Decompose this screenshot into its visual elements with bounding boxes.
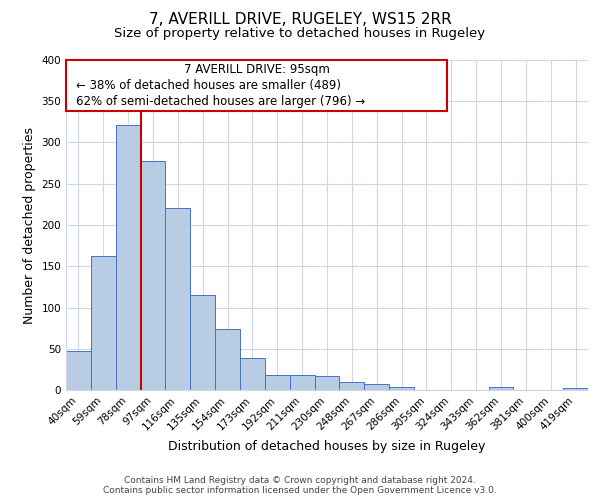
- Bar: [190, 295, 215, 390]
- Bar: [91, 256, 116, 390]
- Y-axis label: Number of detached properties: Number of detached properties: [23, 126, 36, 324]
- FancyBboxPatch shape: [66, 60, 447, 111]
- Bar: [389, 386, 414, 390]
- Text: ← 38% of detached houses are smaller (489): ← 38% of detached houses are smaller (48…: [76, 79, 341, 92]
- Bar: [140, 160, 166, 390]
- Text: 7, AVERILL DRIVE, RUGELEY, WS15 2RR: 7, AVERILL DRIVE, RUGELEY, WS15 2RR: [149, 12, 451, 28]
- Bar: [563, 388, 588, 390]
- Bar: [488, 386, 514, 390]
- Bar: [166, 208, 190, 390]
- Bar: [314, 376, 340, 390]
- Bar: [265, 375, 290, 390]
- Bar: [66, 351, 91, 390]
- Bar: [364, 384, 389, 390]
- Text: Size of property relative to detached houses in Rugeley: Size of property relative to detached ho…: [115, 28, 485, 40]
- Bar: [116, 125, 140, 390]
- Text: 7 AVERILL DRIVE: 95sqm: 7 AVERILL DRIVE: 95sqm: [184, 64, 329, 76]
- Bar: [240, 358, 265, 390]
- Bar: [340, 382, 364, 390]
- Text: Contains HM Land Registry data © Crown copyright and database right 2024.: Contains HM Land Registry data © Crown c…: [124, 476, 476, 485]
- Bar: [290, 375, 314, 390]
- Text: Contains public sector information licensed under the Open Government Licence v3: Contains public sector information licen…: [103, 486, 497, 495]
- Bar: [215, 329, 240, 390]
- Text: 62% of semi-detached houses are larger (796) →: 62% of semi-detached houses are larger (…: [76, 94, 365, 108]
- X-axis label: Distribution of detached houses by size in Rugeley: Distribution of detached houses by size …: [169, 440, 485, 453]
